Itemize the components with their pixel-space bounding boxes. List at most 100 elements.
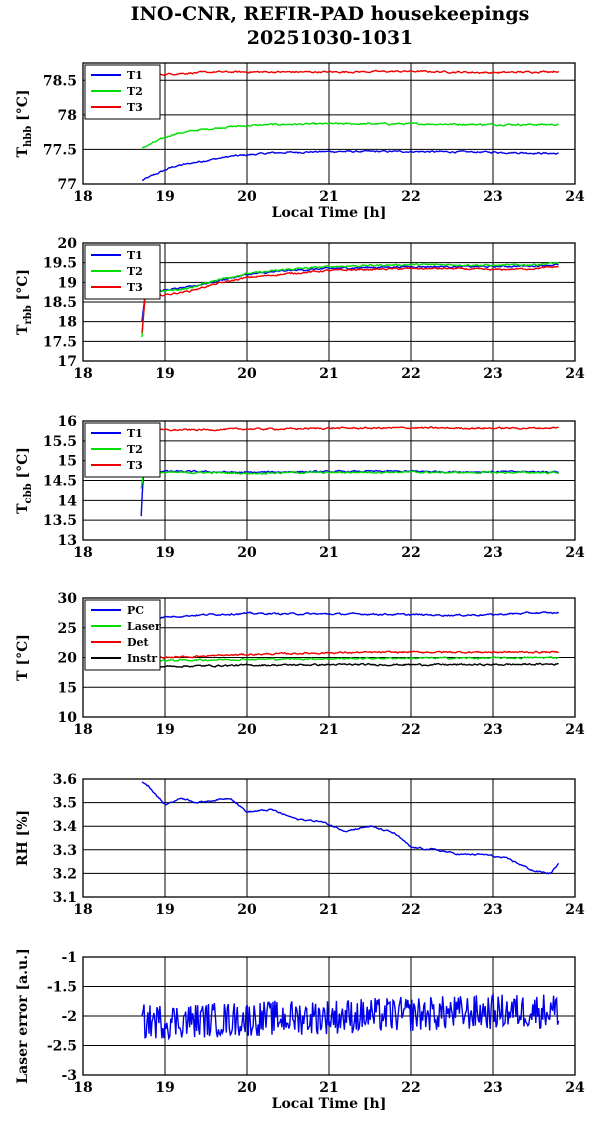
x-tick-label: 22 <box>401 366 420 382</box>
y-tick-label: 3.3 <box>53 843 77 859</box>
series-line-laser <box>141 656 559 663</box>
panel-3: 13 13.5 14 14.5 15 15.5 16 18 19 20 21 22 23 24 Tcbb [… <box>15 414 585 561</box>
y-tick-label: 15 <box>58 680 77 696</box>
y-tick-label: 3.1 <box>53 890 77 906</box>
x-tick-label: 22 <box>401 1080 420 1096</box>
y-tick-label: 77.5 <box>43 142 77 158</box>
legend-label: T2 <box>127 443 143 456</box>
x-tick-label: 23 <box>483 722 502 738</box>
series-line-t2 <box>140 470 559 489</box>
x-tick-label: 24 <box>565 366 585 382</box>
x-tick-label: 18 <box>73 1080 92 1096</box>
y-tick-label: 18 <box>58 315 77 331</box>
legend-label: Det <box>127 636 150 649</box>
x-tick-label: 24 <box>565 545 585 561</box>
x-tick-label: 18 <box>73 366 92 382</box>
legend: T1 T2 T3 <box>84 244 161 300</box>
y-tick-label: 17.5 <box>43 334 77 350</box>
y-tick-label: -3 <box>61 1068 77 1084</box>
x-tick-label: 21 <box>319 189 338 205</box>
series-line-pc <box>141 611 560 620</box>
series-line-t1 <box>141 263 559 322</box>
y-axis-label: Trbb [°C] <box>15 269 34 335</box>
chart-title: INO-CNR, REFIR-PAD housekeepings 2025103… <box>0 2 595 50</box>
x-tick-label: 20 <box>237 902 257 918</box>
y-tick-label: 13 <box>58 533 77 549</box>
series-line-det <box>141 650 559 660</box>
plot-frame <box>82 62 576 185</box>
y-tick-label: 3.2 <box>53 866 77 882</box>
x-tick-label: 21 <box>319 1080 338 1096</box>
x-tick-label: 24 <box>565 189 585 205</box>
y-tick-label: -2.5 <box>47 1039 77 1055</box>
x-axis-label: Local Time [h] <box>272 1096 387 1112</box>
x-tick-label: 19 <box>155 1080 174 1096</box>
legend: PC Laser Det Instr <box>84 599 161 671</box>
plot-frame <box>82 597 576 718</box>
y-axis-label: Tcbb [°C] <box>15 447 34 514</box>
series-line-data <box>141 992 560 1041</box>
x-tick-label: 22 <box>401 545 420 561</box>
y-axis-label: RH [%] <box>15 810 31 866</box>
y-axis-label: Laser error [a.u.] <box>15 948 31 1083</box>
series-line-t1 <box>140 469 559 517</box>
plot-frame <box>82 420 576 541</box>
x-tick-label: 19 <box>155 545 174 561</box>
panel-5: 3.1 3.2 3.3 3.4 3.5 3.6 18 19 20 21 22 23 24 RH [%] <box>15 772 585 918</box>
y-tick-label: 19 <box>58 275 77 291</box>
y-tick-label: 16 <box>58 414 77 430</box>
panel-4: 10 15 20 25 30 18 19 20 21 22 23 24 T [°C] PC Laser Det… <box>15 591 585 738</box>
legend-label: PC <box>127 604 144 617</box>
legend-label: Laser <box>127 620 161 633</box>
series-line-t1 <box>141 149 559 181</box>
x-tick-label: 18 <box>73 189 92 205</box>
y-tick-label: 13.5 <box>43 513 77 529</box>
x-tick-label: 22 <box>401 722 420 738</box>
y-tick-label: 20 <box>58 236 78 252</box>
plot-frame <box>82 778 576 898</box>
x-axis-label: Local Time [h] <box>272 205 387 221</box>
plot-frame <box>82 242 576 362</box>
series-line-t2 <box>142 122 559 149</box>
x-tick-label: 19 <box>155 902 174 918</box>
y-tick-label: -2 <box>61 1009 77 1025</box>
x-tick-label: 21 <box>319 366 338 382</box>
x-tick-label: 19 <box>155 366 174 382</box>
series-line-t3 <box>141 265 559 333</box>
x-tick-label: 21 <box>319 545 338 561</box>
legend: T1 T2 T3 <box>84 64 161 120</box>
title-line-1: INO-CNR, REFIR-PAD housekeepings <box>130 3 530 25</box>
y-tick-label: 15.5 <box>43 434 77 450</box>
legend-label: T1 <box>127 427 143 440</box>
y-tick-label: 17 <box>58 354 77 370</box>
x-tick-label: 18 <box>73 545 92 561</box>
y-axis-label: T [°C] <box>15 634 31 681</box>
x-tick-label: 23 <box>483 1080 502 1096</box>
y-tick-label: 14 <box>58 493 78 509</box>
panel-1: 77 77.5 78 78.5 18 19 20 21 22 23 24 Local Time [h]… <box>15 62 585 221</box>
x-tick-label: 24 <box>565 1080 585 1096</box>
y-tick-label: 20 <box>58 651 78 667</box>
legend-label: T2 <box>127 85 143 98</box>
y-tick-label: 14.5 <box>43 474 77 490</box>
y-tick-label: 15 <box>58 454 77 470</box>
panel-2: 17 17.5 18 18.5 19 19.5 20 18 19 20 21 22 23 24 Trbb [… <box>15 236 585 382</box>
y-tick-label: 3.6 <box>53 772 77 788</box>
x-tick-label: 22 <box>401 902 420 918</box>
y-axis-label: Thbb [°C] <box>15 90 34 158</box>
legend-label: T3 <box>127 459 143 472</box>
x-tick-label: 20 <box>237 722 257 738</box>
legend-label: T3 <box>127 101 143 114</box>
plot-frame <box>82 956 576 1076</box>
legend-label: T2 <box>127 265 143 278</box>
y-tick-label: 30 <box>58 591 78 607</box>
y-tick-label: -1 <box>61 950 77 966</box>
x-tick-label: 20 <box>237 366 257 382</box>
series-line-t3 <box>141 69 560 77</box>
legend-label: T1 <box>127 249 143 262</box>
x-tick-label: 20 <box>237 545 257 561</box>
legend-label: T3 <box>127 281 143 294</box>
x-tick-label: 23 <box>483 545 502 561</box>
y-tick-label: 3.4 <box>53 819 78 835</box>
